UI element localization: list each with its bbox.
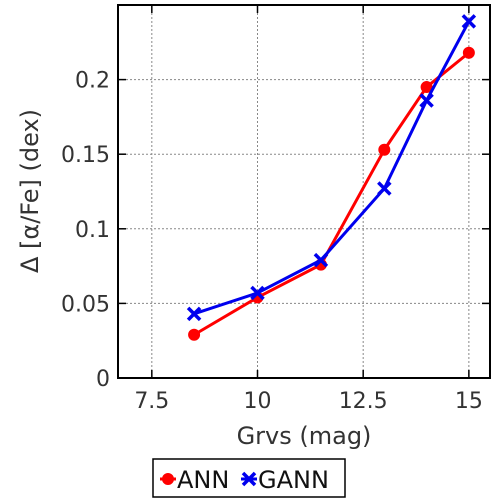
x-tick-label: 15 <box>455 389 483 414</box>
series-layer <box>186 14 477 341</box>
plot-frame <box>117 4 491 379</box>
data-point-gann <box>250 285 265 301</box>
grid-lines <box>118 5 490 378</box>
x-tick-label: 12.5 <box>339 389 388 414</box>
data-point-gann <box>461 14 477 29</box>
data-point-ann <box>462 46 475 59</box>
data-point-ann <box>378 143 391 156</box>
y-tick-label: 0.05 <box>61 292 110 317</box>
legend: ANN GANN <box>152 458 346 498</box>
x-axis-label: Grvs (mag) <box>237 422 372 450</box>
series-gann <box>186 14 477 322</box>
axis-ticks: 7.5 10 12.5 15 0 0.05 0.1 0.15 0.2 <box>61 5 490 414</box>
x-tick-label: 10 <box>244 389 272 414</box>
series-ann <box>188 46 475 341</box>
y-tick-label: 0 <box>96 367 110 392</box>
legend-marker-ann <box>162 473 174 485</box>
data-point-gann <box>419 93 434 108</box>
y-tick-label: 0.1 <box>75 218 110 243</box>
series-line-gann <box>193 20 471 316</box>
legend-label-ann: ANN <box>177 466 229 494</box>
y-tick-label: 0.2 <box>75 69 110 94</box>
legend-marker-gann <box>241 471 257 487</box>
data-point-ann <box>188 328 201 341</box>
data-point-gann <box>313 252 329 268</box>
data-point-gann <box>186 306 202 322</box>
y-tick-label: 0.15 <box>61 143 110 168</box>
legend-item-gann: GANN <box>241 466 329 494</box>
series-line-ann <box>193 51 470 337</box>
x-tick-label: 7.5 <box>134 389 169 414</box>
legend-label-gann: GANN <box>258 466 329 494</box>
data-point-gann <box>377 181 392 196</box>
y-axis-label: Δ [α/Fe] (dex) <box>16 109 44 273</box>
legend-item-ann: ANN <box>160 466 229 494</box>
